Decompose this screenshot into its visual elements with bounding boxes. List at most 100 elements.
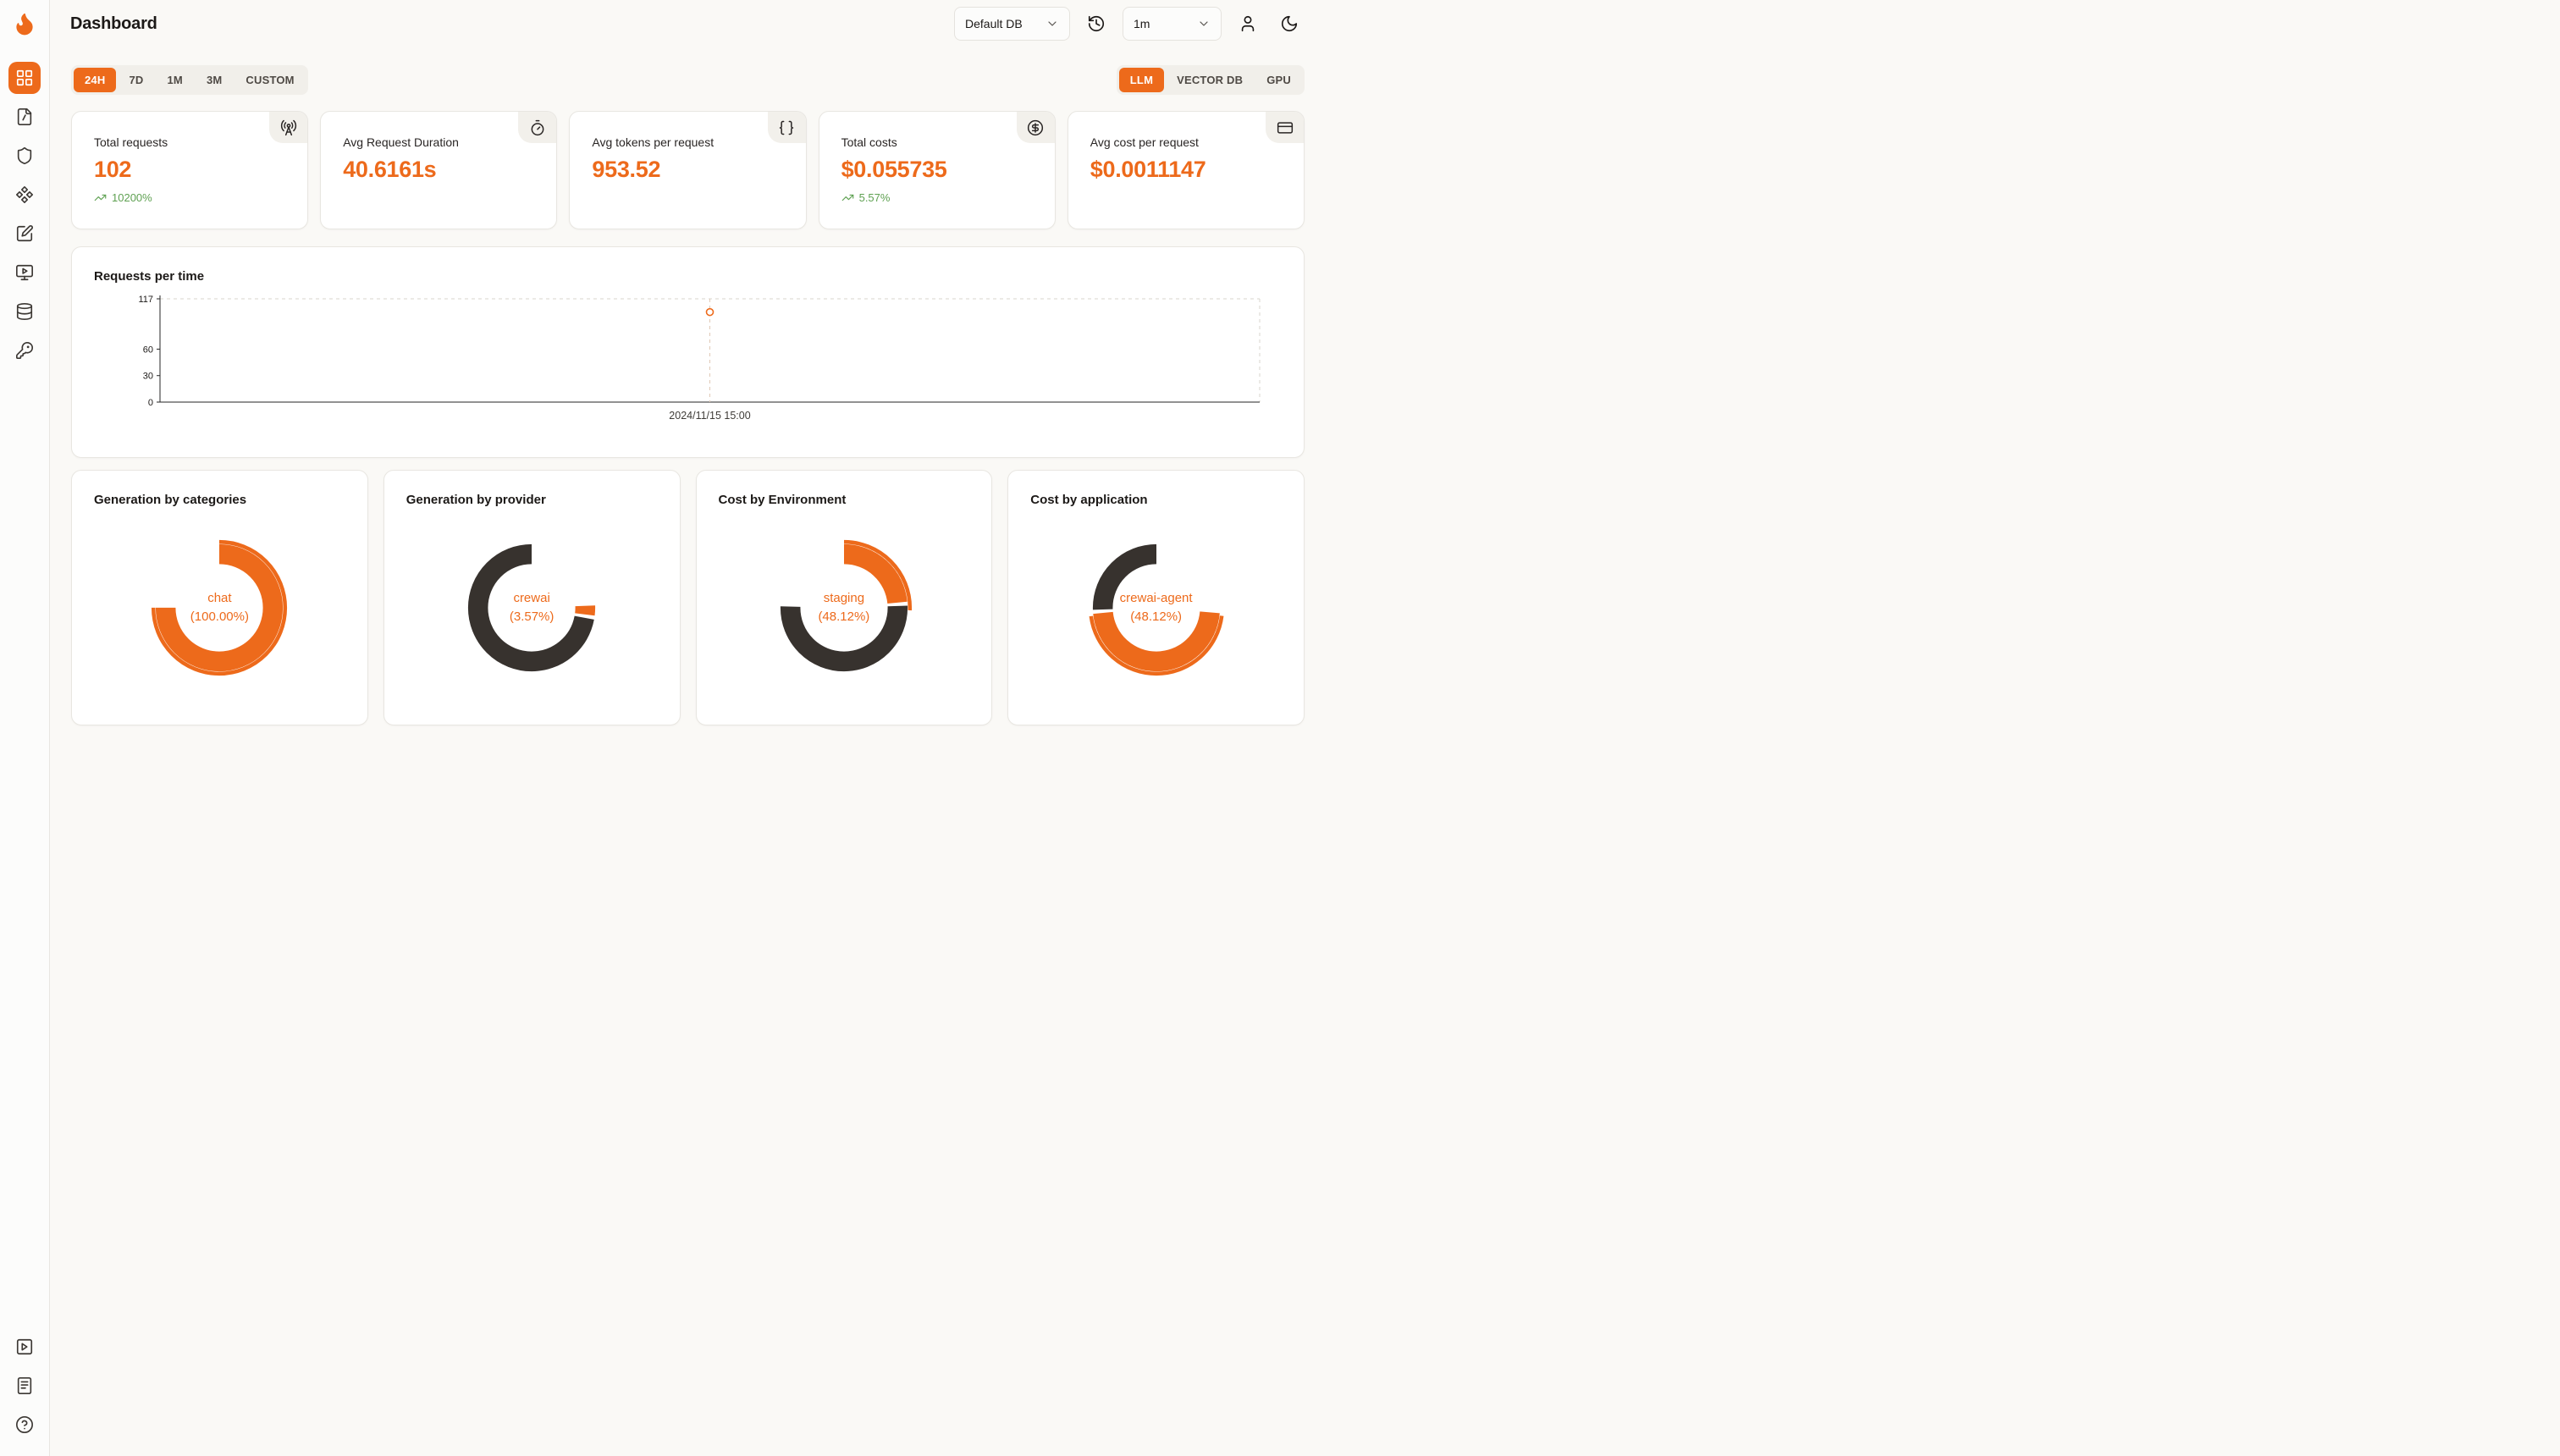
stat-card-avg-tokens-per-request: Avg tokens per request 953.52 (569, 111, 807, 229)
interval-select[interactable]: 1m (1123, 7, 1222, 41)
cost-by-environment-card: Cost by Environment staging (48.12%) (695, 470, 993, 725)
generation-by-provider-card: Generation by provider crewai (3.57%) (383, 470, 681, 725)
chart-title: Cost by Environment (718, 493, 847, 507)
chevron-down-icon (1048, 21, 1057, 26)
database-select-value: Default DB (965, 17, 1023, 30)
square-play-icon (16, 1338, 33, 1355)
stat-label: Avg Request Duration (343, 135, 459, 149)
time-range-tabs: 24H 7D 1M 3M CUSTOM (71, 65, 308, 95)
generation-by-categories-card: Generation by categories chat (100.00%) (71, 470, 368, 725)
credit-card-icon (1277, 121, 1293, 134)
history-icon (1088, 15, 1105, 32)
chart-title: Cost by application (1030, 493, 1148, 507)
stat-label: Avg cost per request (1090, 135, 1199, 149)
tab-vector-db[interactable]: VECTOR DB (1166, 68, 1254, 92)
svg-text:0: 0 (148, 398, 153, 408)
stat-value: $0.055735 (841, 157, 947, 182)
file-icon (17, 108, 32, 125)
stat-label: Avg tokens per request (592, 135, 714, 149)
radio-tower-icon (280, 119, 296, 135)
circle-dollar-icon (1028, 119, 1044, 135)
trending-up-icon (94, 194, 107, 201)
stat-value: 102 (94, 157, 132, 182)
sidebar-item-prompt-hub[interactable] (8, 179, 41, 211)
chart-title: Generation by categories (94, 493, 247, 507)
sidebar-item-requests[interactable] (8, 101, 41, 133)
main-content: 24H 7D 1M 3M CUSTOM LLM VECTOR DB GPU To… (50, 47, 1327, 725)
tab-llm[interactable]: LLM (1118, 68, 1165, 92)
sidebar-item-documentation[interactable] (8, 1370, 41, 1402)
filters-row: 24H 7D 1M 3M CUSTOM LLM VECTOR DB GPU (71, 65, 1305, 95)
dark-mode-toggle[interactable] (1274, 8, 1305, 39)
user-icon (1241, 15, 1255, 32)
chevron-down-icon (1200, 21, 1208, 26)
sidebar-item-dashboard[interactable] (8, 62, 41, 94)
stat-value: 40.6161s (343, 157, 437, 182)
stat-value: $0.0011147 (1090, 157, 1206, 182)
notebook-icon (17, 1377, 32, 1394)
sidebar (0, 0, 50, 1456)
tab-7d[interactable]: 7D (118, 68, 154, 92)
stat-delta: 10200% (94, 191, 285, 204)
user-profile-button[interactable] (1233, 8, 1263, 39)
stat-icon-badge (1016, 112, 1055, 143)
requests-per-time-card: Requests per time 117 60 30 0 2024/11/15 15:… (71, 246, 1305, 458)
stat-card-avg-request-duration: Avg Request Duration 40.6161s (320, 111, 558, 229)
sidebar-item-exceptions[interactable] (8, 140, 41, 172)
timer-icon (531, 119, 544, 135)
app-logo-flame-icon[interactable] (12, 11, 37, 36)
stat-delta-value: 10200% (112, 191, 152, 204)
sidebar-item-evaluations[interactable] (8, 218, 41, 250)
stat-icon-badge (767, 112, 806, 143)
monitor-play-icon (16, 264, 33, 281)
square-pen-icon (16, 225, 33, 242)
tab-gpu[interactable]: GPU (1255, 68, 1302, 92)
tab-1m[interactable]: 1M (156, 68, 193, 92)
stat-card-total-costs: Total costs $0.055735 5.57% (818, 111, 1056, 229)
sidebar-item-getting-started[interactable] (8, 1331, 41, 1363)
moon-icon (1281, 15, 1298, 32)
sidebar-item-help[interactable] (8, 1409, 41, 1441)
svg-text:2024/11/15 15:00: 2024/11/15 15:00 (669, 410, 750, 422)
refresh-history-button[interactable] (1081, 8, 1112, 39)
component-icon (16, 186, 33, 203)
page-title: Dashboard (70, 14, 157, 33)
svg-text:60: 60 (143, 345, 153, 355)
donut-row: Generation by categories chat (100.00%) … (71, 470, 1305, 725)
generation-by-provider-donut[interactable] (451, 527, 612, 688)
chart-title: Requests per time (94, 269, 205, 284)
stat-icon-badge (1266, 112, 1304, 143)
tab-custom[interactable]: CUSTOM (234, 68, 305, 92)
header: Dashboard Default DB 1m (50, 0, 1327, 47)
requests-per-time-chart[interactable]: 117 60 30 0 2024/11/15 15:00 (94, 289, 1282, 438)
stats-row: Total requests 102 10200% Avg Request Du… (71, 111, 1305, 229)
database-icon (16, 303, 33, 320)
tab-3m[interactable]: 3M (196, 68, 233, 92)
source-tabs: LLM VECTOR DB GPU (1116, 65, 1305, 95)
database-select[interactable]: Default DB (954, 7, 1070, 41)
stat-value: 953.52 (592, 157, 661, 182)
cost-by-environment-donut[interactable] (764, 527, 924, 688)
interval-select-value: 1m (1134, 17, 1150, 30)
stat-label: Total requests (94, 135, 168, 149)
stat-card-total-requests: Total requests 102 10200% (71, 111, 309, 229)
stat-delta-value: 5.57% (858, 191, 891, 204)
cost-by-application-card: Cost by application crewai-agent (48.12%… (1007, 470, 1305, 725)
key-icon (16, 342, 33, 359)
stat-card-avg-cost-per-request: Avg cost per request $0.0011147 (1067, 111, 1305, 229)
sidebar-item-playground[interactable] (8, 256, 41, 289)
chart-title: Generation by provider (406, 493, 546, 507)
svg-text:30: 30 (143, 372, 153, 382)
stat-icon-badge (269, 112, 308, 143)
stat-icon-badge (518, 112, 557, 143)
sidebar-item-databases[interactable] (8, 295, 41, 328)
layout-grid-icon (16, 69, 33, 86)
cost-by-application-donut[interactable] (1076, 527, 1237, 688)
tab-24h[interactable]: 24H (74, 68, 117, 92)
shield-icon (17, 146, 32, 164)
generation-by-categories-donut[interactable] (139, 527, 300, 688)
svg-text:117: 117 (138, 295, 153, 305)
stat-label: Total costs (841, 135, 897, 149)
sidebar-item-api-keys[interactable] (8, 334, 41, 367)
braces-icon (779, 120, 794, 135)
